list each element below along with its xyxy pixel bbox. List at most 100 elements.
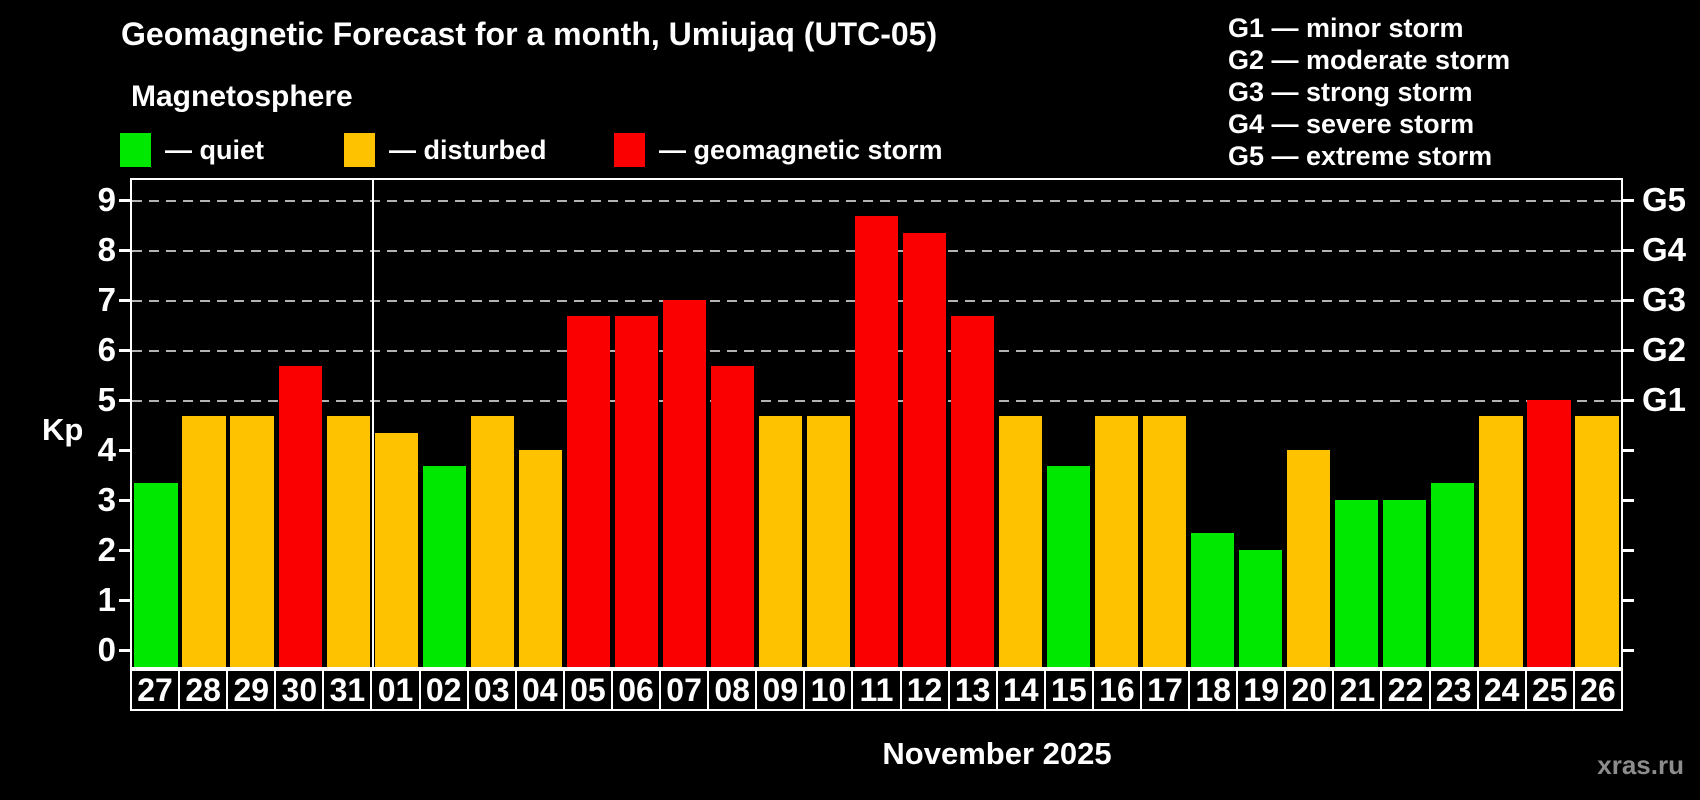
left-tick-kp-6: [119, 349, 131, 352]
day-label-box-11: 11: [851, 669, 902, 711]
bar-column-day-09: [756, 180, 804, 667]
day-label-box-07: 07: [659, 669, 710, 711]
kp-bar-day-14-disturbed: [998, 416, 1043, 667]
bar-column-day-05: [564, 180, 612, 667]
legend-label-quiet: — quiet: [165, 134, 264, 165]
kp-bar-day-08-storm: [710, 366, 754, 667]
kp-bar-day-06-storm: [614, 316, 658, 667]
day-label-box-20: 20: [1284, 669, 1335, 711]
y-tick-label-5: 5: [97, 381, 116, 418]
g-axis-label-G4: G4: [1642, 231, 1687, 268]
bar-column-day-18: [1189, 180, 1237, 667]
y-tick-label-7: 7: [97, 281, 116, 318]
day-label-box-04: 04: [514, 669, 565, 711]
right-tick-kp-6: [1622, 349, 1634, 352]
y-tick-label-6: 6: [97, 331, 116, 368]
kp-bar-day-12-storm: [902, 233, 947, 667]
kp-bar-day-01-disturbed: [374, 433, 418, 667]
y-tick-label-2: 2: [97, 531, 116, 568]
g-legend-line-3: G3 — strong storm: [1228, 77, 1473, 107]
kp-bar-day-05-storm: [566, 316, 610, 667]
bar-column-day-12: [901, 180, 949, 667]
g-legend-line-2: G2 — moderate storm: [1228, 45, 1511, 75]
bar-column-day-22: [1381, 180, 1429, 667]
g-axis-label-G2: G2: [1642, 331, 1687, 368]
right-tick-kp-2: [1622, 549, 1634, 552]
legend-swatch-quiet: [120, 133, 151, 167]
kp-bar-day-10-disturbed: [806, 416, 851, 667]
day-label-box-12: 12: [899, 669, 950, 711]
day-label-box-02: 02: [418, 669, 469, 711]
g-legend-line-5: G5 — extreme storm: [1228, 141, 1493, 171]
day-label-box-06: 06: [610, 669, 662, 711]
page-title: Geomagnetic Forecast for a month, Umiuja…: [121, 16, 938, 52]
bar-column-day-28: [180, 180, 228, 667]
g-axis-label-G3: G3: [1642, 281, 1687, 318]
bar-column-day-03: [468, 180, 516, 667]
left-tick-kp-2: [119, 549, 131, 552]
kp-bar-day-04-disturbed: [518, 450, 562, 667]
legend-item-disturbed: — disturbed: [344, 132, 547, 168]
bar-column-day-26: [1573, 180, 1621, 667]
day-label-box-08: 08: [707, 669, 758, 711]
legend-swatch-storm: [614, 133, 645, 167]
left-tick-kp-9: [119, 199, 131, 202]
kp-bar-day-23-quiet: [1431, 483, 1475, 667]
day-label-box-05: 05: [562, 669, 613, 711]
bar-column-day-08: [708, 180, 756, 667]
status-legend: — quiet — disturbed — geomagnetic storm: [0, 132, 1700, 168]
left-tick-kp-7: [119, 299, 131, 302]
g-axis-label-G5: G5: [1642, 181, 1687, 218]
day-label-box-21: 21: [1332, 669, 1383, 711]
left-tick-kp-8: [119, 249, 131, 252]
kp-bar-day-07-storm: [662, 300, 706, 667]
day-label-box-17: 17: [1139, 669, 1191, 711]
kp-bar-day-22-quiet: [1383, 500, 1427, 667]
bar-column-day-24: [1477, 180, 1525, 667]
bar-column-day-25: [1525, 180, 1573, 667]
kp-bar-day-13-storm: [950, 316, 995, 667]
right-tick-kp-8: [1622, 249, 1634, 252]
day-label-box-03: 03: [466, 669, 517, 711]
day-label-box-14: 14: [995, 669, 1046, 711]
bar-column-day-19: [1237, 180, 1285, 667]
bar-column-day-13: [949, 180, 997, 667]
bar-column-day-20: [1285, 180, 1333, 667]
bar-column-day-29: [228, 180, 276, 667]
g-axis-label-G1: G1: [1642, 381, 1687, 418]
y-tick-label-1: 1: [97, 581, 116, 618]
kp-bar-day-11-storm: [854, 216, 899, 667]
kp-bar-day-24-disturbed: [1479, 416, 1523, 667]
watermark: xras.ru: [1597, 750, 1684, 780]
legend-label-storm: — geomagnetic storm: [659, 134, 943, 165]
bar-column-day-30: [276, 180, 324, 667]
bar-column-day-06: [612, 180, 660, 667]
kp-bar-chart-plot-area: [130, 178, 1623, 669]
day-label-box-27: 27: [130, 669, 181, 711]
day-label-box-24: 24: [1476, 669, 1527, 711]
right-tick-kp-4: [1622, 449, 1634, 452]
right-tick-kp-1: [1622, 599, 1634, 602]
day-label-box-29: 29: [226, 669, 277, 711]
kp-bar-day-16-disturbed: [1095, 416, 1139, 667]
left-tick-kp-1: [119, 599, 131, 602]
bar-column-day-27: [132, 180, 180, 667]
day-label-box-23: 23: [1428, 669, 1479, 711]
bar-column-day-17: [1141, 180, 1189, 667]
left-tick-kp-5: [119, 399, 131, 402]
y-tick-label-3: 3: [97, 481, 116, 518]
bar-column-day-14: [997, 180, 1045, 667]
bars-container: [132, 180, 1621, 667]
right-tick-kp-0: [1622, 649, 1634, 652]
day-label-box-28: 28: [178, 669, 229, 711]
month-boundary-separator: [372, 180, 374, 667]
legend-label-disturbed: — disturbed: [389, 134, 547, 165]
day-label-box-15: 15: [1043, 669, 1094, 711]
day-label-box-30: 30: [274, 669, 325, 711]
day-label-box-19: 19: [1236, 669, 1287, 711]
g-legend-line-4: G4 — severe storm: [1228, 109, 1475, 139]
gridline-kp-9: [132, 200, 1621, 202]
right-tick-kp-7: [1622, 299, 1634, 302]
day-label-box-26: 26: [1572, 669, 1623, 711]
